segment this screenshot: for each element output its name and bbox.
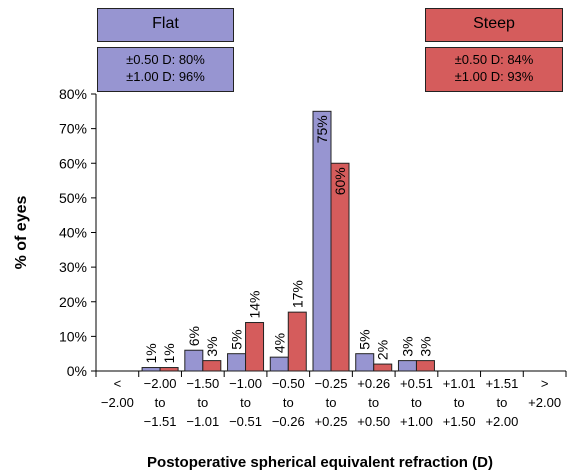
data-label-steep: 17% [289,280,305,308]
x-tick-label: +1.51 to +2.00 [485,376,518,429]
bar-flat [184,349,204,372]
legend-flat-title: Flat [97,8,234,42]
bar-steep [159,367,179,372]
legend-steep-name: Steep [473,15,515,32]
bar-steep [415,360,435,372]
legend-steep-line2: ±1.00 D: 93% [454,69,534,84]
x-tick-label: −1.50 to −1.01 [186,376,219,429]
data-label-flat: 75% [314,115,330,143]
bar-flat [397,360,417,372]
x-tick-label: +0.26 to +0.50 [357,376,390,429]
x-tick-label: +1.01 to +1.50 [443,376,476,429]
bar-steep [373,363,393,372]
y-tick-label: 20% [59,294,87,310]
x-tick-label: < −2.00 [101,376,134,410]
legend-flat-line1: ±0.50 D: 80% [126,52,205,67]
legend-steep-title: Steep [425,8,563,42]
data-label-steep: 2% [375,340,391,360]
data-label-flat: 5% [229,329,245,349]
y-tick-label: 10% [59,328,87,344]
y-tick-label: 40% [59,225,87,241]
y-tick-label: 50% [59,190,87,206]
bar-flat [227,353,247,372]
data-label-steep: 3% [204,336,220,356]
bar-steep [245,322,265,372]
legend-flat-stats: ±0.50 D: 80% ±1.00 D: 96% [97,47,234,92]
bar-steep [202,360,222,372]
y-tick-label: 0% [67,363,87,379]
legend-steep-stats: ±0.50 D: 84% ±1.00 D: 93% [425,47,563,92]
x-tick-label: > +2.00 [528,376,561,410]
y-tick-label: 60% [59,155,87,171]
y-tick-label: 80% [59,86,87,102]
y-tick-label: 70% [59,121,87,137]
y-tick-label: 30% [59,259,87,275]
legend-flat-line2: ±1.00 D: 96% [126,69,205,84]
y-axis-title: % of eyes [13,195,30,269]
x-tick-label: −0.50 to −0.26 [272,376,305,429]
x-axis-title: Postoperative spherical equivalent refra… [147,454,493,471]
data-label-steep: 60% [332,167,348,195]
bar-steep [287,311,307,372]
x-tick-label: −0.25 to +0.25 [315,376,348,429]
data-label-flat: 5% [357,329,373,349]
legend-flat-name: Flat [152,15,179,32]
data-label-flat: 4% [271,333,287,353]
legend-steep-line1: ±0.50 D: 84% [454,52,534,67]
bar-flat [141,367,161,372]
data-label-flat: 1% [143,343,159,363]
data-label-steep: 1% [161,343,177,363]
bar-steep [330,162,350,372]
bar-flat [355,353,375,372]
x-tick-label: −2.00 to −1.51 [144,376,177,429]
data-label-flat: 6% [186,326,202,346]
bar-flat [269,356,289,372]
data-label-flat: 3% [399,336,415,356]
bar-flat [312,110,332,372]
x-tick-label: +0.51 to +1.00 [400,376,433,429]
data-label-steep: 3% [417,336,433,356]
x-tick-label: −1.00 to −0.51 [229,376,262,429]
data-label-steep: 14% [247,290,263,318]
